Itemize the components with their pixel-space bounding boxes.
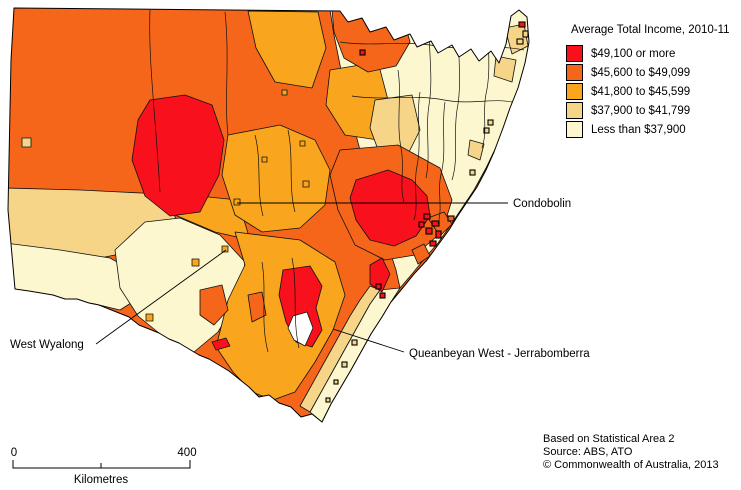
- urban-cluster-speck: [423, 213, 431, 220]
- scale-unit-label: Kilometres: [74, 474, 129, 486]
- sa2-boundary-line: [437, 101, 446, 225]
- scale-start-label: 0: [11, 447, 17, 459]
- sa2-boundary-line: [397, 69, 405, 203]
- legend-swatch-class-4: [566, 121, 583, 138]
- leader-line-west-wyalong: [95, 249, 227, 345]
- urban-cluster-speck: [425, 227, 433, 235]
- urban-cluster-speck: [429, 240, 437, 247]
- sa2-boundary-line: [413, 91, 421, 221]
- urban-cluster-speck: [454, 222, 461, 229]
- town-enclave: [221, 245, 229, 253]
- town-enclave: [299, 140, 306, 147]
- urban-cluster-speck: [325, 397, 331, 403]
- annotation-west-wyalong: West Wyalong: [10, 339, 84, 351]
- region-income-class-2-north: [247, 10, 327, 89]
- sa2-boundary-lines: [149, 9, 525, 353]
- town-enclave: [21, 137, 32, 148]
- legend-swatch-class-1: [566, 64, 583, 81]
- annotation-queanbeyan: Queanbeyan West - Jerrabomberra: [409, 348, 590, 360]
- region-income-class-1-central-coast: [427, 211, 453, 237]
- legend-swatch-class-2: [566, 83, 583, 100]
- region-income-class-0-illawarra: [369, 257, 391, 293]
- legend-item-label: Less than $37,900: [591, 123, 686, 136]
- town-enclave: [302, 180, 310, 188]
- urban-cluster-speck: [516, 38, 524, 45]
- legend-item: $37,900 to $41,799: [566, 101, 730, 120]
- urban-cluster-speck: [333, 379, 339, 385]
- legend-item: $49,100 or more: [566, 44, 730, 63]
- legend: Average Total Income, 2010-11 $49,100 or…: [566, 24, 730, 139]
- urban-cluster-speck: [418, 221, 425, 228]
- urban-cluster-speck: [522, 30, 529, 38]
- urban-cluster-speck: [487, 119, 494, 126]
- region-income-class-3-coffs: [467, 139, 485, 161]
- region-income-class-3-south-coast: [299, 285, 381, 413]
- scale-bar-line: [12, 460, 191, 469]
- town-enclave: [145, 313, 154, 322]
- sa2-boundary-line: [261, 261, 269, 353]
- urban-cluster-speck: [351, 339, 358, 346]
- legend-item-label: $49,100 or more: [591, 47, 676, 60]
- legend-item: $41,800 to $45,599: [566, 82, 730, 101]
- legend-item: $45,600 to $49,099: [566, 63, 730, 82]
- region-income-class-2-central: [221, 124, 331, 233]
- town-enclave: [281, 89, 288, 96]
- sa2-boundary-line: [287, 129, 296, 213]
- town-enclave: [191, 258, 200, 267]
- source-line: Source: ABS, ATO: [543, 446, 633, 458]
- source-note: Based on Statistical Area 2 Source: ABS,…: [543, 433, 719, 472]
- region-income-class-1-wagga: [247, 291, 267, 323]
- source-line: © Commonwealth of Australia, 2013: [543, 459, 719, 471]
- town-enclave: [261, 156, 268, 163]
- legend-item-label: $45,600 to $49,099: [591, 66, 691, 79]
- region-income-class-1-riverina: [199, 284, 229, 326]
- nsw-state-border: [7, 7, 530, 423]
- legend-item-label: $37,900 to $41,799: [591, 104, 691, 117]
- urban-cluster-speck: [431, 220, 440, 227]
- scale-end-label: 400: [177, 447, 196, 459]
- legend-swatch-class-3: [566, 102, 583, 119]
- annotation-condobolin: Condobolin: [513, 198, 571, 210]
- urban-cluster-speck: [341, 361, 348, 368]
- urban-cluster-speck: [379, 292, 386, 299]
- sa2-boundary-line: [351, 95, 513, 103]
- legend-swatch-class-0: [566, 45, 583, 62]
- sa2-boundary-line: [254, 134, 264, 217]
- act-cutout: [287, 311, 314, 347]
- urban-cluster-speck: [483, 127, 490, 134]
- legend-item: Less than $37,900: [566, 120, 730, 139]
- urban-cluster-speck: [435, 230, 442, 239]
- urban-cluster-speck: [447, 215, 455, 222]
- region-income-class-0-albury: [211, 337, 231, 351]
- urban-cluster-speck: [359, 49, 366, 56]
- town-enclave: [233, 198, 241, 206]
- leader-line-queanbeyan: [332, 328, 405, 353]
- legend-item-label: $41,800 to $45,599: [591, 85, 691, 98]
- urban-cluster-specks: [325, 21, 529, 403]
- region-income-class-0-sydney: [349, 169, 431, 247]
- legend-title: Average Total Income, 2010-11: [571, 24, 730, 36]
- urban-cluster-speck: [469, 169, 476, 176]
- scale-bar: 0 400 Kilometres: [11, 447, 197, 486]
- sa2-boundary-line: [224, 11, 229, 136]
- urban-cluster-speck: [518, 21, 526, 28]
- sa2-boundary-line: [291, 257, 300, 349]
- source-line: Based on Statistical Area 2: [543, 433, 675, 445]
- sa2-boundary-line: [149, 9, 161, 193]
- urban-cluster-speck: [375, 283, 382, 290]
